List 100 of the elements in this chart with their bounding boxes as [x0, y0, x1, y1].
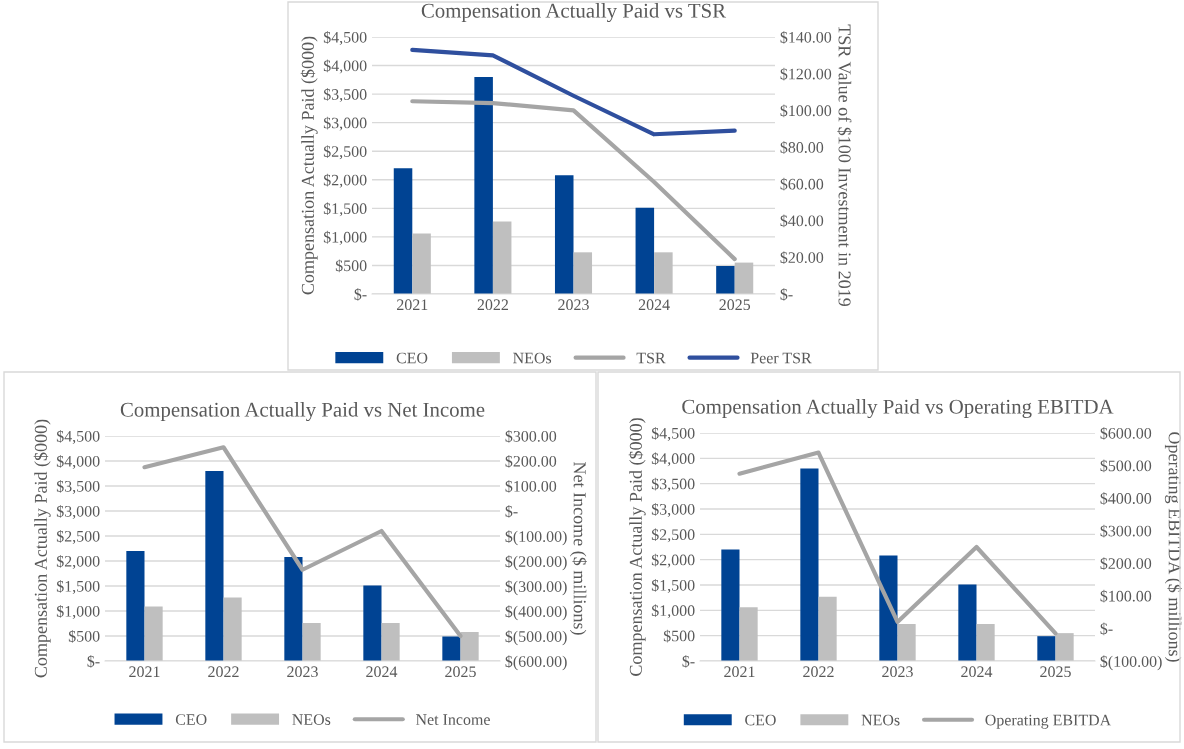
x-tick-label: 2024 [638, 299, 670, 311]
bar [363, 585, 382, 661]
y-tick-label: $4,500 [323, 30, 367, 45]
y-tick-label: $500 [68, 629, 100, 643]
bar [284, 557, 303, 661]
bar [879, 555, 898, 661]
x-tick-label: 2025 [719, 299, 751, 311]
x-tick-label: 2022 [477, 299, 508, 311]
legend-label: NEOs [513, 352, 552, 364]
bar [1037, 636, 1056, 661]
bar [554, 175, 574, 294]
line-series [142, 445, 463, 639]
legend-label: CEO [396, 352, 428, 364]
y-tick-label: $1,000 [651, 604, 695, 619]
x-tick-label: 2021 [129, 666, 160, 678]
y2-tick-label: $(600.00) [505, 655, 567, 671]
y2-tick-label: $60.00 [780, 177, 824, 191]
y-tick-label: $1,500 [323, 202, 367, 217]
legend-label: NEOs [292, 714, 331, 725]
y-tick-label: $4,000 [56, 454, 100, 469]
y2-tick-label: $200.00 [505, 454, 557, 468]
bar [223, 597, 242, 661]
bar [126, 551, 145, 661]
bar [716, 266, 735, 294]
y-tick-label: $3,000 [651, 502, 695, 517]
x-tick-label: 2025 [1040, 666, 1071, 678]
y2-tick-label: $300.00 [1100, 524, 1152, 538]
y2-tick-label: $(100.00) [505, 530, 567, 546]
x-tick-label: 2025 [445, 666, 476, 678]
y2-tick-label: $140.00 [780, 30, 832, 44]
bar [460, 632, 479, 661]
line-series [410, 99, 737, 262]
bar [205, 471, 224, 661]
y-tick-label: $3,000 [323, 116, 367, 131]
legend-label: Net Income [415, 714, 490, 725]
y-tick-label: $1,500 [651, 578, 695, 593]
bar [442, 636, 461, 661]
bar [976, 624, 995, 661]
legend-label: TSR [636, 352, 666, 364]
bar [635, 207, 655, 294]
bar [800, 468, 819, 661]
y-tick-label: $- [87, 654, 100, 668]
y-tick-label: $1,500 [56, 579, 100, 594]
y-tick-label: $2,000 [323, 173, 367, 188]
y-tick-label: $3,500 [56, 479, 100, 494]
y2-tick-label: $(300.00) [505, 580, 567, 596]
y-tick-label: $500 [663, 629, 695, 643]
y-tick-label: $3,500 [323, 88, 367, 103]
x-tick-label: 2021 [724, 666, 755, 678]
y2-tick-label: $40.00 [780, 214, 824, 228]
bar [897, 624, 916, 661]
y2-axis-title: Operating EBITDA ($ millions) [1164, 432, 1182, 662]
y2-tick-label: $100.00 [1100, 589, 1152, 603]
y2-tick-label: $- [505, 504, 518, 518]
y2-tick-label: $500.00 [1100, 459, 1152, 473]
bar [381, 623, 400, 661]
legend-label: CEO [175, 714, 207, 725]
x-tick-label: 2022 [208, 666, 239, 678]
y2-tick-label: $(400.00) [505, 605, 567, 621]
chart-title: Compensation Actually Paid vs TSR [421, 3, 727, 23]
y-tick-label: $1,000 [323, 230, 367, 245]
line-series [410, 47, 737, 137]
legend-label: Operating EBITDA [985, 714, 1112, 729]
y-tick-label: $4,000 [323, 59, 367, 74]
y2-axis-title: TSR Value of $100 Investment in 2019 [837, 24, 852, 307]
y2-tick-label: $- [780, 287, 793, 301]
y-tick-label: $2,000 [651, 553, 695, 568]
y2-tick-label: $200.00 [1100, 557, 1152, 571]
y-axis-title: Compensation Actually Paid ($000) [33, 419, 51, 678]
line-series [737, 450, 1058, 636]
bar [302, 623, 321, 661]
y-tick-label: $- [354, 287, 367, 301]
y-tick-label: $2,500 [323, 145, 367, 160]
bar [739, 607, 758, 661]
y-axis-title: Compensation Actually Paid ($000) [300, 36, 318, 295]
y2-tick-label: $600.00 [1100, 426, 1152, 440]
y2-tick-label: $20.00 [780, 251, 824, 265]
x-tick-label: 2023 [558, 299, 589, 311]
bar [474, 76, 493, 294]
y-tick-label: $- [682, 654, 695, 668]
y2-tick-label: $120.00 [780, 67, 832, 81]
y2-axis-title: Net Income ($ millions) [569, 462, 587, 635]
legend-label: CEO [745, 714, 776, 726]
x-tick-label: 2022 [803, 666, 834, 678]
bar [393, 168, 413, 294]
y-tick-label: $4,500 [56, 429, 100, 444]
y2-tick-label: $(200.00) [505, 555, 567, 571]
y2-tick-label: $80.00 [780, 141, 824, 154]
y2-tick-label: $400.00 [1100, 492, 1152, 505]
y2-tick-label: $(100.00) [1100, 655, 1162, 671]
y-tick-label: $3,500 [651, 477, 695, 492]
y2-tick-label: $300.00 [505, 429, 557, 443]
x-tick-label: 2024 [366, 666, 398, 678]
x-tick-label: 2024 [961, 666, 993, 678]
bar [818, 596, 837, 661]
y-tick-label: $4,000 [651, 452, 695, 467]
bar [1055, 633, 1074, 661]
y-tick-label: $3,000 [56, 504, 100, 519]
bar [412, 233, 431, 294]
x-tick-label: 2023 [882, 666, 913, 678]
